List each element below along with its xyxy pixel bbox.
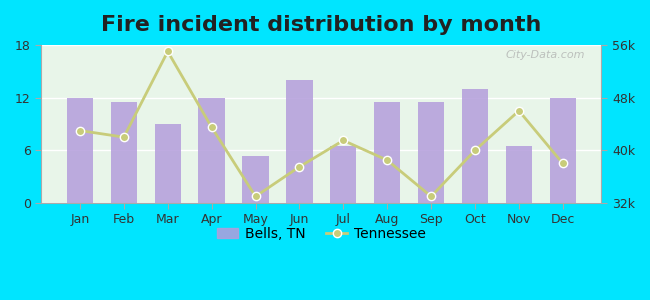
- Text: City-Data.com: City-Data.com: [505, 50, 584, 60]
- Bar: [462, 89, 488, 203]
- Bar: [111, 102, 137, 203]
- Legend: Bells, TN, Tennessee: Bells, TN, Tennessee: [211, 222, 432, 247]
- Title: Fire incident distribution by month: Fire incident distribution by month: [101, 15, 541, 35]
- Bar: [286, 80, 313, 203]
- Bar: [242, 157, 268, 203]
- Bar: [374, 102, 400, 203]
- Bar: [67, 98, 93, 203]
- Bar: [198, 98, 225, 203]
- Bar: [506, 146, 532, 203]
- Bar: [550, 98, 576, 203]
- Bar: [418, 102, 445, 203]
- Bar: [155, 124, 181, 203]
- Bar: [330, 146, 356, 203]
